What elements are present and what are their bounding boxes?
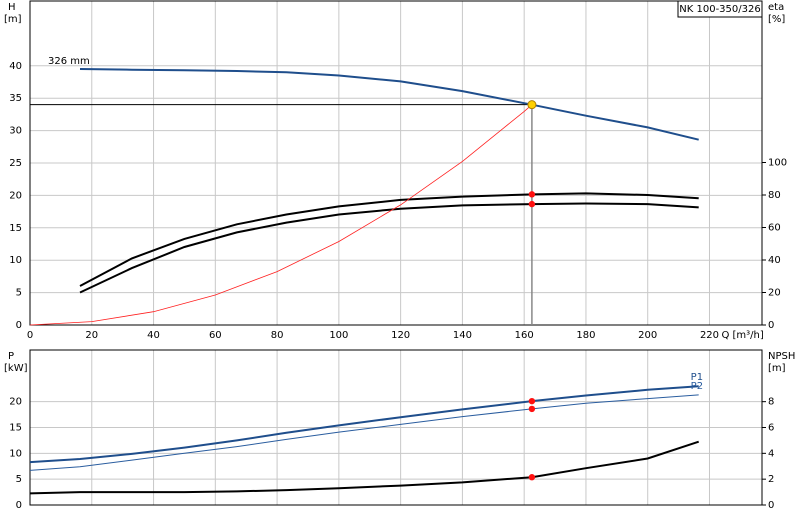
curve xyxy=(79,68,699,141)
y-label: H xyxy=(8,2,16,13)
y2-tick-label: 60 xyxy=(768,223,781,234)
y-tick-label: 10 xyxy=(9,255,22,266)
y-tick-label: 5 xyxy=(16,288,22,299)
y2-tick-label: 0 xyxy=(768,320,774,331)
title-box xyxy=(677,0,763,18)
y2-tick-label: 2 xyxy=(768,474,774,485)
x-tick-label: 120 xyxy=(391,330,410,341)
curve-annotation: 326 mm xyxy=(48,56,90,67)
y2-tick-label: 0 xyxy=(768,500,774,511)
y-unit: [kW] xyxy=(4,363,28,374)
y-tick-label: 15 xyxy=(9,423,22,434)
curve xyxy=(29,104,533,326)
y2-tick-label: 8 xyxy=(768,397,774,408)
y-tick-label: 20 xyxy=(9,190,22,201)
y-tick-label: 0 xyxy=(16,500,22,511)
duty-marker xyxy=(528,200,536,208)
duty-marker xyxy=(528,191,536,198)
y-tick-label: 40 xyxy=(9,61,22,72)
x-tick-label: 200 xyxy=(638,330,657,341)
y-unit: [m] xyxy=(4,14,22,25)
x-tick-label: 20 xyxy=(85,330,98,341)
x-label: Q [m³/h] xyxy=(721,330,763,341)
curve xyxy=(29,385,699,464)
y-tick-label: 15 xyxy=(9,223,22,234)
y-tick-label: 20 xyxy=(9,397,22,408)
curve-label: P2 xyxy=(691,381,703,392)
x-tick-label: 0 xyxy=(27,330,33,341)
y2-label: NPSH xyxy=(768,351,795,362)
curve-label: P1 xyxy=(691,372,703,383)
plot-frame xyxy=(29,0,763,326)
y-label: P xyxy=(8,351,14,362)
y2-tick-label: 6 xyxy=(768,423,774,434)
plot-frame xyxy=(29,349,763,506)
y2-label: eta xyxy=(768,2,784,13)
x-tick-label: 220 xyxy=(700,330,719,341)
curve xyxy=(79,192,699,287)
y-tick-label: 0 xyxy=(16,320,22,331)
chart-title: NK 100-350/326 xyxy=(679,4,760,15)
x-tick-label: 100 xyxy=(329,330,348,341)
x-tick-label: 60 xyxy=(209,330,222,341)
y2-unit: [%] xyxy=(768,14,785,25)
curve xyxy=(29,394,699,471)
duty-marker xyxy=(528,405,536,413)
y2-tick-label: 4 xyxy=(768,448,774,459)
x-tick-label: 40 xyxy=(147,330,160,341)
y2-tick-label: 100 xyxy=(768,158,787,169)
duty-marker xyxy=(528,397,536,405)
curve xyxy=(29,440,700,495)
duty-point xyxy=(527,100,537,110)
x-tick-label: 80 xyxy=(271,330,284,341)
curve xyxy=(79,202,699,294)
y-tick-label: 30 xyxy=(9,126,22,137)
y2-tick-label: 80 xyxy=(768,190,781,201)
x-tick-label: 140 xyxy=(453,330,472,341)
y-tick-label: 5 xyxy=(16,474,22,485)
y-tick-label: 35 xyxy=(9,93,22,104)
x-tick-label: 180 xyxy=(576,330,595,341)
y-tick-label: 25 xyxy=(9,158,22,169)
y2-tick-label: 40 xyxy=(768,255,781,266)
x-tick-label: 160 xyxy=(515,330,534,341)
y-tick-label: 10 xyxy=(9,448,22,459)
y2-tick-label: 20 xyxy=(768,288,781,299)
duty-marker xyxy=(528,474,536,481)
y2-unit: [m] xyxy=(768,363,786,374)
